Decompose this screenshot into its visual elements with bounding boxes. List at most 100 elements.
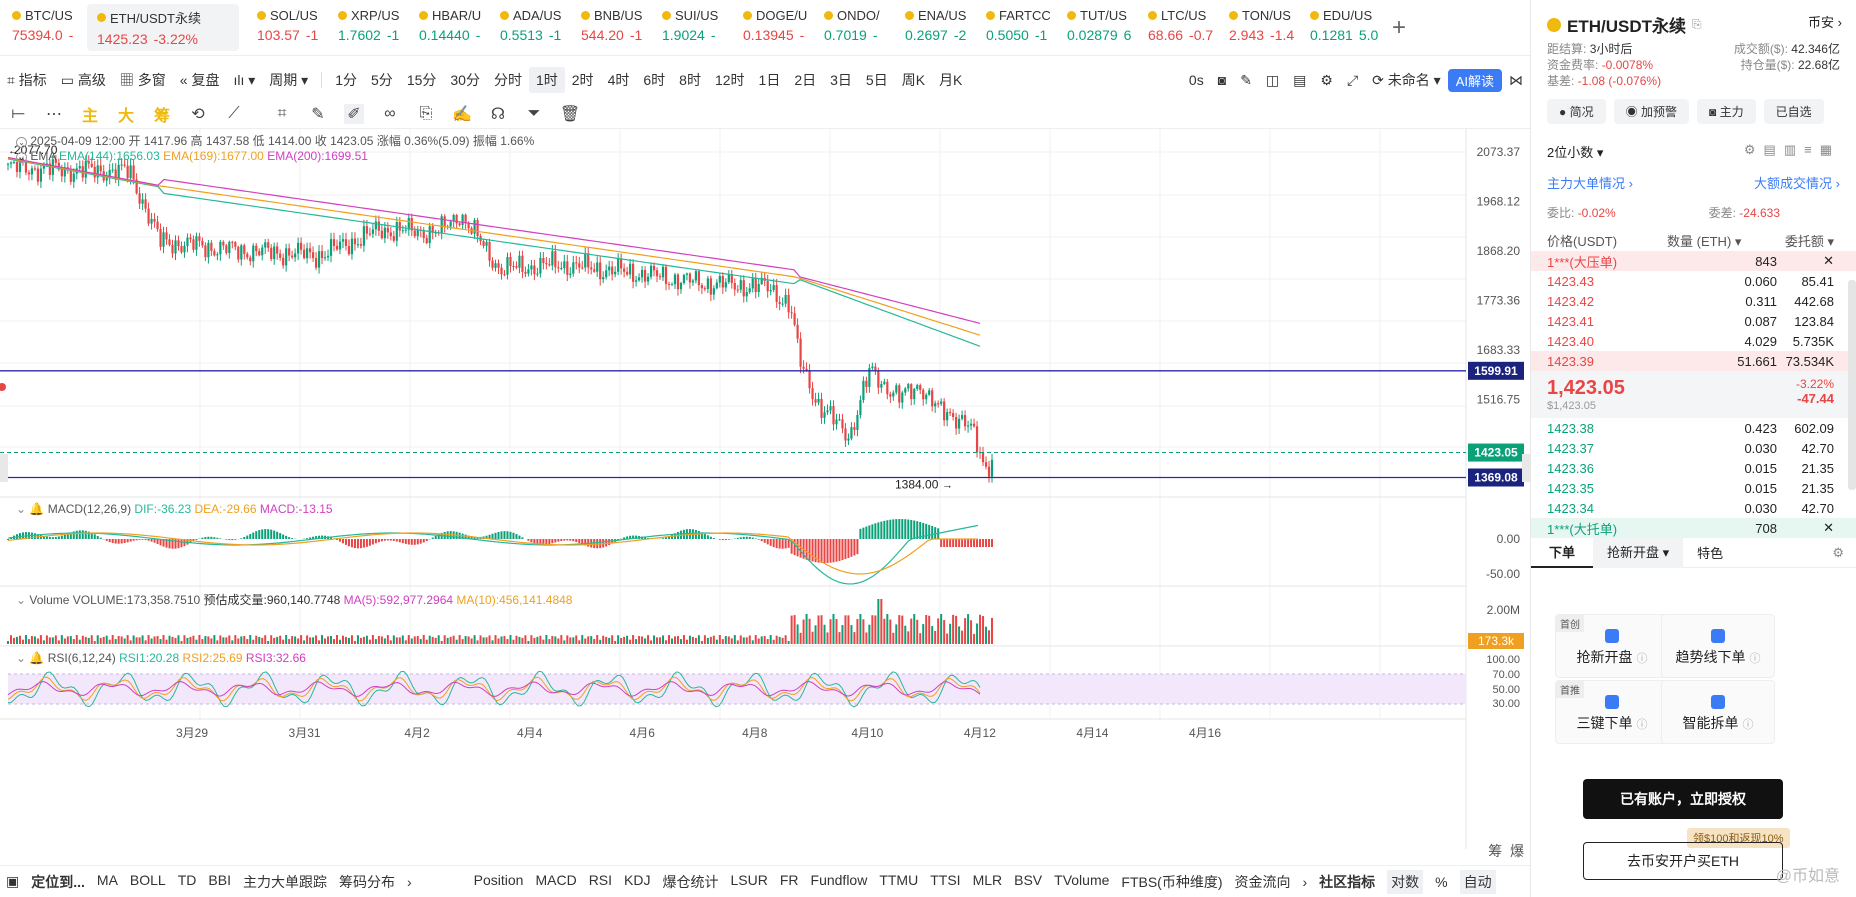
big-trades-link[interactable]: 大额成交情况 › <box>1754 176 1840 191</box>
bottom-left-item[interactable]: MA <box>96 871 118 888</box>
tab-overview[interactable]: ● 简况 <box>1547 99 1606 124</box>
advanced-button[interactable]: ▭ 高级 <box>60 72 106 88</box>
big-orders-link[interactable]: 主力大单情况 › <box>1547 176 1633 191</box>
crop-icon[interactable]: ⌗ <box>277 105 287 122</box>
bottom-left-item[interactable]: 筹码分布 <box>338 873 395 890</box>
chevron-right-icon[interactable]: › <box>406 873 412 890</box>
bottom-indicator-item[interactable]: FTBS(币种维度) <box>1121 873 1223 890</box>
chart-type-button[interactable]: ılı ▾ <box>233 71 256 88</box>
camera-icon[interactable]: ◙ <box>1217 72 1227 88</box>
percent-scale-toggle[interactable]: % <box>1435 873 1448 890</box>
chart-canvas[interactable]: 2073.37 1968.12 1868.20 1773.36 1683.33 1516.… <box>0 129 1530 866</box>
interval-button[interactable]: 周K <box>901 72 926 88</box>
bid-big-order[interactable]: 1***(大托单) 708 ✕ <box>1531 518 1856 538</box>
bids-row[interactable]: 1423.34 0.030 42.70 <box>1531 498 1856 518</box>
interval-button[interactable]: 1日 <box>758 72 781 88</box>
ticker-item[interactable]: SUI/US 1.9024- <box>650 0 731 55</box>
ticker-item[interactable]: LTC/US 68.66 -0.7 <box>1136 0 1217 55</box>
bids-row[interactable]: 1423.37 0.030 42.70 <box>1531 438 1856 458</box>
ticker-item[interactable]: DOGE/U 0.13945- <box>731 0 812 55</box>
ticker-item[interactable]: ONDO/0.7019- <box>812 0 893 55</box>
ticker-item[interactable]: ADA/US 0.5513 -1 <box>488 0 569 55</box>
chips-tool[interactable]: 筹 <box>153 108 170 125</box>
interval-button[interactable]: 6时 <box>643 72 666 88</box>
authorize-button[interactable]: 已有账户，立即授权 <box>1583 779 1783 819</box>
interval-button[interactable]: 15分 <box>406 72 437 88</box>
collapse-icon[interactable]: ⌄ <box>16 502 27 516</box>
interval-button[interactable]: 30分 <box>450 72 480 88</box>
ticker-item[interactable]: BNB/US 544.20 -1 <box>569 0 650 55</box>
collapse-icon[interactable]: ⌄ <box>16 651 27 665</box>
tab-main-force[interactable]: ◙ 主力 <box>1696 99 1756 124</box>
replay-button[interactable]: « 复盘 <box>179 72 220 88</box>
bottom-indicator-item[interactable]: MACD <box>535 871 577 888</box>
tab-place-order[interactable]: 下单 <box>1531 538 1594 568</box>
bottom-indicator-item[interactable]: 资金流向 <box>1234 873 1291 890</box>
save-icon[interactable]: ▤ <box>1293 71 1307 88</box>
interval-button[interactable]: 3日 <box>830 72 852 88</box>
interval-button[interactable]: 12时 <box>714 72 745 88</box>
sync-icon[interactable]: ⟲ <box>191 106 205 123</box>
help-icon[interactable]: ⓘ <box>1749 653 1761 665</box>
tab-watchlist[interactable]: 已自选 <box>1763 99 1824 124</box>
side-scrollbar[interactable] <box>1848 280 1856 490</box>
note-icon[interactable]: ✍ <box>452 106 472 123</box>
decimals-dropdown[interactable]: 2位小数 ▾ <box>1547 145 1604 160</box>
col-qty[interactable]: 数量 (ETH) ▾ <box>1667 233 1742 249</box>
interval-button[interactable]: 8时 <box>679 72 701 88</box>
ticker-item[interactable]: EDU/US 0.1281 5.0 <box>1298 0 1379 55</box>
settings-icon[interactable]: ⚙ <box>1832 544 1844 560</box>
chip-label-2[interactable]: 爆 <box>1510 843 1524 859</box>
bottom-left-item[interactable]: BOLL <box>129 871 166 888</box>
bottom-indicator-item[interactable]: TTMU <box>879 871 919 888</box>
bottom-left-item[interactable]: TD <box>177 871 197 888</box>
interval-button[interactable]: 2时 <box>571 72 594 88</box>
ticker-item[interactable]: ETH/USDT永续 1425.23 -3.22% <box>87 4 239 51</box>
interval-button[interactable]: 分时 <box>493 72 522 88</box>
order-card[interactable]: 智能拆单 ⓘ <box>1661 680 1775 744</box>
bottom-indicator-item[interactable]: TTSI <box>930 871 961 888</box>
ticker-item[interactable]: FARTCC 0.5050 -1 <box>974 0 1055 55</box>
bottom-indicator-item[interactable]: 爆仓统计 <box>662 873 719 890</box>
help-icon[interactable]: ⓘ <box>1636 653 1648 665</box>
ticker-item[interactable]: XRP/US 1.7602 -1 <box>326 0 407 55</box>
asks-row[interactable]: 1423.42 0.311 442.68 <box>1531 291 1856 311</box>
bottom-left-item[interactable]: BBI <box>208 871 231 888</box>
indicators-button[interactable]: ⌗ 指标 <box>7 72 47 88</box>
bids-row[interactable]: 1423.36 0.015 21.35 <box>1531 458 1856 478</box>
bottom-left-item[interactable]: 定位到... <box>31 873 85 890</box>
interval-button[interactable]: 月K <box>939 72 963 88</box>
tab-alert[interactable]: ◉ 加预警 <box>1613 99 1689 124</box>
bottom-indicator-item[interactable]: LSUR <box>730 871 768 888</box>
interval-button[interactable]: 5分 <box>371 72 393 88</box>
filter-icon[interactable]: ⏷ <box>527 105 541 122</box>
chart-area[interactable]: 2073.37 1968.12 1868.20 1773.36 1683.33 1516.… <box>0 128 1530 865</box>
log-scale-toggle[interactable]: 对数 <box>1387 869 1424 894</box>
ticker-item[interactable]: TON/US 2.943 -1.4 <box>1217 0 1298 55</box>
order-card[interactable]: 首创 抢新开盘 ⓘ <box>1555 614 1669 678</box>
help-icon[interactable]: ⓘ <box>1742 719 1754 731</box>
bottom-indicator-item[interactable]: RSI <box>588 871 613 888</box>
community-indicators-button[interactable]: 社区指标 <box>1319 873 1376 890</box>
link-icon[interactable]: ∞ <box>384 105 396 122</box>
interval-button[interactable]: 5日 <box>865 72 888 88</box>
col-amount[interactable]: 委托额 ▾ <box>1784 233 1834 249</box>
bottom-indicator-item[interactable]: TVolume <box>1054 871 1110 888</box>
trash-icon[interactable]: 🗑 <box>559 106 581 123</box>
bids-row[interactable]: 1423.38 0.423 602.09 <box>1531 418 1856 438</box>
layout-icon[interactable]: ◫ <box>1265 71 1280 88</box>
copy-icon[interactable]: ⎘ <box>419 105 433 122</box>
asks-row[interactable]: 1423.39 51.661 73.534K <box>1531 351 1856 371</box>
interval-button[interactable]: 2日 <box>794 72 817 88</box>
bottom-indicator-item[interactable]: FR <box>779 871 799 888</box>
ticker-item[interactable]: ENA/US 0.2697 -2 <box>893 0 974 55</box>
ai-analysis-button[interactable]: AI解读 <box>1447 68 1502 92</box>
more-icon[interactable]: ⋯ <box>46 106 62 123</box>
interval-button[interactable]: 1时 <box>528 67 565 93</box>
multi-window-button[interactable]: ▦ 多窗 <box>119 72 166 88</box>
auto-scale-toggle[interactable]: 自动 <box>1459 869 1496 894</box>
ticker-item[interactable]: BTC/US 75394.0- <box>0 0 81 55</box>
collapse-icon[interactable]: ⌄ <box>16 137 27 148</box>
settings-icon[interactable]: ⚙ <box>1320 71 1333 88</box>
bell-icon[interactable]: 🔔 <box>29 651 45 665</box>
